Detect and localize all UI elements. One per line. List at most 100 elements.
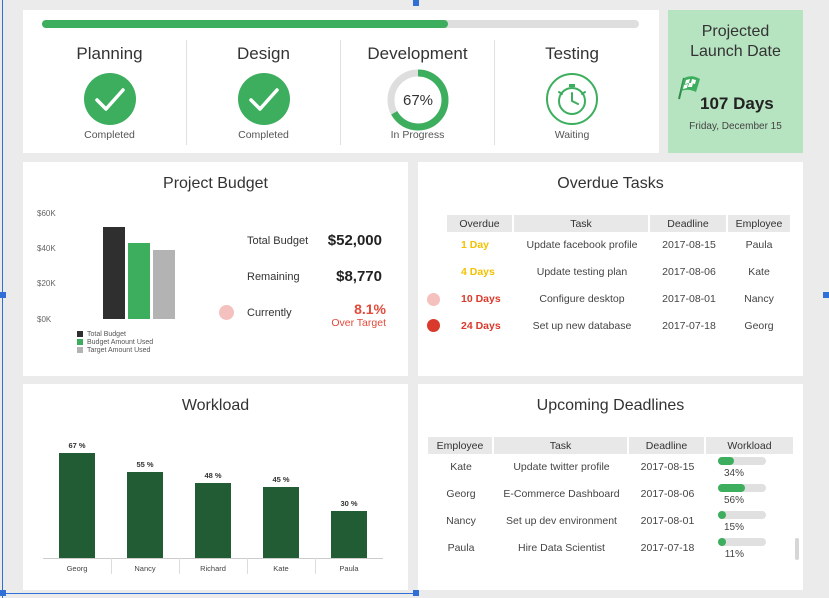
phase-development: Development 67% In Progress — [341, 40, 495, 145]
table-row[interactable]: 10 Days Configure desktop 2017-08-01 Nancy — [427, 286, 790, 313]
employee-cell: Georg — [446, 488, 476, 501]
task-cell: E-Commerce Dashboard — [503, 488, 620, 501]
workload-cell: 11% — [706, 534, 793, 561]
upcoming-deadlines-panel: Upcoming Deadlines Employee Task Deadlin… — [418, 384, 803, 590]
upcoming-title: Upcoming Deadlines — [536, 397, 685, 414]
currently-value: 8.1% — [354, 301, 386, 317]
overdue-cell: 1 Day — [461, 239, 490, 252]
overdue-cell: 4 Days — [461, 266, 495, 279]
stopwatch-icon — [546, 73, 598, 125]
workload-title: Workload — [181, 397, 250, 414]
table-row[interactable]: Georg E-Commerce Dashboard 2017-08-06 56% — [428, 481, 793, 508]
budget-panel: Project Budget $60K $40K $20K $0K Total … — [23, 162, 408, 376]
budget-legend-target: Target Amount Used — [77, 347, 150, 354]
resize-handle[interactable] — [823, 292, 829, 298]
currently-note: Over Target — [331, 317, 386, 329]
column-header: Deadline — [629, 437, 706, 454]
budget-bar-target — [153, 250, 175, 319]
total-budget-label: Total Budget — [247, 235, 309, 247]
employee-cell: Nancy — [744, 292, 774, 305]
progress-ring-icon: 67% — [387, 69, 448, 131]
budget-y-tick: $60K — [37, 209, 56, 218]
table-row[interactable]: 1 Day Update facebook profile 2017-08-15 Pa… — [447, 232, 790, 259]
resize-handle[interactable] — [0, 590, 6, 596]
phase-status: In Progress — [390, 129, 445, 141]
remaining-label: Remaining — [247, 271, 300, 283]
workload-category-label: Paula — [339, 564, 359, 573]
table-row[interactable]: Nancy Set up dev environment 2017-08-01 15% — [428, 508, 793, 535]
launch-panel: Projected Launch Date 107 Days Friday, D… — [668, 10, 803, 153]
workload-bar-nancy — [127, 471, 163, 558]
column-header: Task — [494, 437, 629, 454]
workload-cell: 15% — [706, 508, 793, 535]
workload-category-label: Richard — [200, 564, 226, 573]
workload-bar-kate — [263, 487, 299, 558]
scrollbar[interactable] — [795, 538, 799, 560]
resize-handle[interactable] — [413, 590, 419, 596]
budget-title: Project Budget — [163, 175, 268, 192]
check-icon — [237, 73, 290, 125]
column-header: Task — [514, 215, 650, 232]
selection-border — [2, 0, 3, 598]
phase-status: Completed — [84, 129, 135, 141]
task-cell: Configure desktop — [539, 292, 625, 305]
table-row[interactable]: 24 Days Set up new database 2017-07-18 Geor… — [427, 312, 790, 339]
table-row[interactable]: 4 Days Update testing plan 2017-08-06 Kate — [447, 259, 790, 286]
employee-cell: Paula — [447, 541, 475, 554]
development-percent: 67% — [402, 92, 432, 109]
workload-value-label: 45 % — [272, 475, 290, 485]
deadline-cell: 2017-08-06 — [662, 266, 716, 279]
deadline-cell: 2017-07-18 — [662, 319, 716, 332]
workload-panel: Workload 67 % Georg 55 % Nancy 48 % Richard 45… — [23, 384, 408, 590]
table-row[interactable]: Kate Update twitter profile 2017-08-15 34% — [428, 454, 793, 481]
launch-days: 107 Days — [700, 94, 774, 113]
employee-cell: Kate — [450, 461, 472, 474]
workload-bar-fill — [718, 537, 726, 546]
launch-date: Friday, December 15 — [689, 121, 782, 132]
resize-handle[interactable] — [0, 292, 6, 298]
overdue-table: Overdue Task Deadline Employee 1 Day Upda… — [427, 215, 790, 339]
workload-bar — [718, 484, 766, 493]
phase-testing: Testing Waiting — [495, 40, 649, 145]
workload-x-axis — [43, 558, 383, 559]
deadline-cell: 2017-08-01 — [662, 292, 716, 305]
budget-legend-total: Total Budget — [77, 331, 126, 338]
workload-bar-fill — [718, 484, 745, 493]
task-cell: Update testing plan — [536, 266, 628, 279]
workload-bar — [718, 537, 766, 546]
overdue-tasks-panel: Overdue Tasks Overdue Task Deadline Empl… — [418, 162, 803, 376]
column-header: Employee — [428, 437, 494, 454]
budget-y-tick: $40K — [37, 244, 56, 253]
phase-name: Design — [237, 44, 290, 63]
workload-bar-richard — [195, 482, 231, 558]
total-budget-value: $52,000 — [327, 232, 382, 249]
phase-name: Planning — [76, 44, 143, 63]
overdue-title: Overdue Tasks — [557, 175, 664, 192]
workload-bar — [718, 510, 766, 519]
workload-bar-fill — [718, 457, 735, 466]
currently-label: Currently — [247, 307, 292, 319]
table-row[interactable]: Paula Hire Data Scientist 2017-07-18 11% — [428, 534, 793, 561]
deadline-cell: 2017-07-18 — [640, 541, 695, 554]
launch-title: Projected Launch Date — [690, 23, 781, 60]
budget-y-tick: $0K — [37, 315, 52, 324]
workload-value-label: 67 % — [68, 440, 86, 450]
deadline-cell: 2017-08-15 — [662, 239, 716, 252]
resize-handle[interactable] — [413, 0, 419, 6]
workload-bar-georg — [59, 452, 95, 558]
task-cell: Set up dev environment — [506, 514, 617, 527]
workload-cell: 34% — [706, 454, 793, 481]
budget-legend-used: Budget Amount Used — [77, 339, 153, 346]
deadline-cell: 2017-08-01 — [640, 514, 695, 527]
workload-category-label: Kate — [273, 564, 289, 573]
overdue-dot-icon — [427, 319, 440, 333]
phase-name: Development — [367, 44, 468, 63]
column-header: Workload — [706, 437, 793, 454]
phase-design: Design Completed — [187, 40, 341, 145]
workload-percent: 15% — [723, 521, 744, 533]
check-icon — [83, 73, 136, 125]
workload-axis-separator — [315, 558, 316, 574]
task-cell: Hire Data Scientist — [518, 541, 605, 554]
table-header-row: Overdue Task Deadline Employee — [447, 215, 790, 232]
phase-planning: Planning Completed — [33, 40, 187, 145]
